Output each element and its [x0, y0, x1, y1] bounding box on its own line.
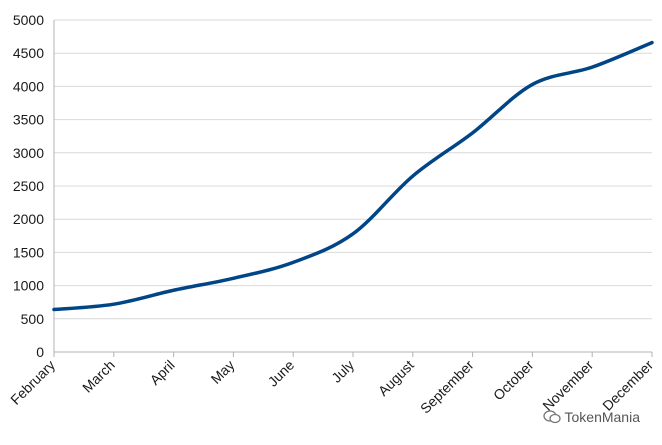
x-tick-label: December: [599, 357, 656, 414]
x-axis: February March April May June July August Septe…: [7, 352, 656, 417]
wechat-icon: [542, 410, 561, 424]
x-tick-label: February: [7, 357, 58, 408]
x-tick-label: November: [539, 357, 596, 414]
x-tick-label: May: [208, 357, 238, 387]
y-tick-label: 2000: [13, 211, 44, 227]
y-tick-label: 5000: [13, 12, 44, 28]
series-line: [52, 40, 654, 312]
series-group: [52, 40, 654, 312]
x-tick-label: October: [490, 357, 537, 404]
y-tick-label: 3000: [13, 145, 44, 161]
x-tick-label: July: [328, 357, 357, 386]
x-tick-label: June: [265, 357, 298, 390]
x-tick-label: September: [417, 357, 477, 417]
y-tick-label: 500: [21, 311, 45, 327]
y-tick-label: 2500: [13, 178, 44, 194]
grid-lines: [53, 19, 652, 353]
watermark: TokenMania: [542, 409, 641, 425]
x-tick-label: August: [375, 357, 417, 399]
y-tick-label: 4500: [13, 45, 44, 61]
y-tick-label: 1500: [13, 244, 44, 260]
watermark-text: TokenMania: [564, 409, 641, 425]
y-tick-label: 0: [36, 344, 44, 360]
x-tick-label: April: [147, 357, 178, 388]
y-tick-label: 1000: [13, 278, 44, 294]
y-axis-tick-labels: 0 500 1000 1500 2000 2500 3000 3500 4000 4500 5000: [13, 12, 44, 360]
y-tick-label: 4000: [13, 78, 44, 94]
y-tick-label: 3500: [13, 112, 44, 128]
x-tick-label: March: [79, 357, 118, 396]
